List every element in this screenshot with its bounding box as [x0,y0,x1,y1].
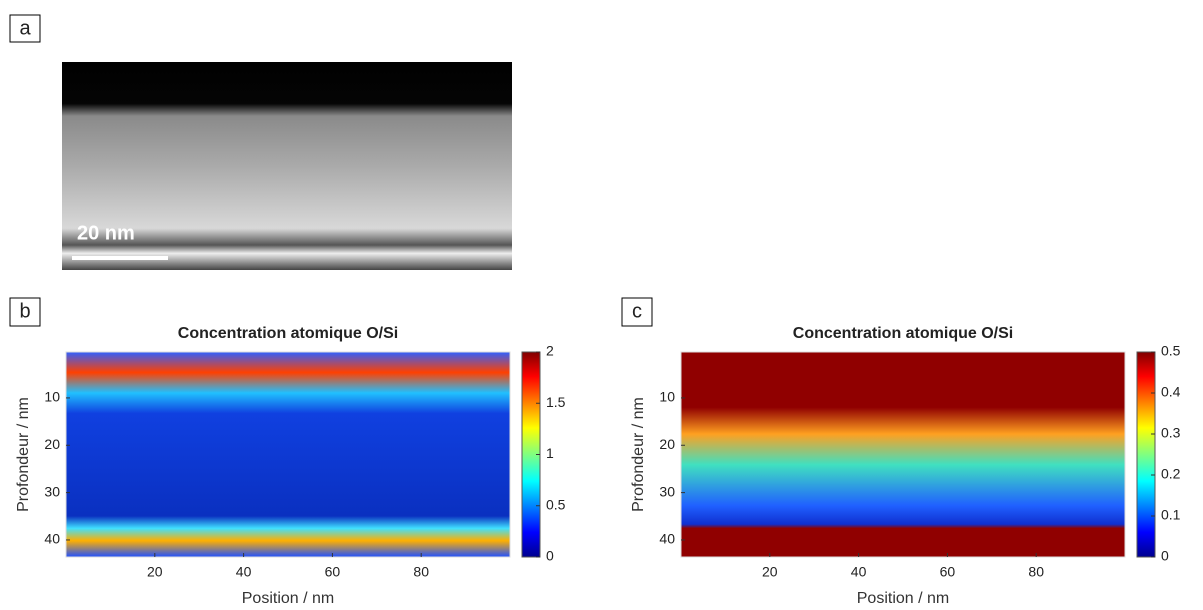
y-tick-label: 30 [44,483,60,499]
heatmap-image [66,352,510,557]
x-tick-label: 80 [1028,564,1044,580]
y-tick-label: 10 [659,389,675,405]
chart-title: Concentration atomique O/Si [793,325,1013,342]
y-tick-label: 40 [44,531,60,547]
colorbar-tick-label: 0.2 [1161,466,1181,482]
x-tick-label: 60 [325,564,341,580]
plot-frame [65,351,511,558]
panel-label: a [19,17,31,39]
colorbar-tick-label: 0 [546,548,554,564]
colorbar-tick-label: 1.5 [546,394,566,410]
colorbar-tick-label: 0.5 [546,496,566,512]
colorbar-tick-label: 0 [1161,548,1169,564]
scale-bar-label: 20 nm [77,222,135,244]
y-axis-label: Profondeur / nm [15,397,32,512]
x-tick-label: 80 [413,564,429,580]
panel-label-box [621,297,653,327]
panel-label: c [632,300,642,322]
heatmap-image [681,352,1125,557]
panel-label: b [19,300,30,322]
y-axis-label: Profondeur / nm [630,397,647,512]
tem-image [62,62,512,270]
x-axis-label: Position / nm [242,590,334,607]
colorbar-tick-label: 2 [546,343,554,359]
x-tick-label: 40 [851,564,867,580]
y-tick-label: 20 [659,436,675,452]
colorbar-tick-label: 0.1 [1161,507,1181,523]
x-axis-label: Position / nm [857,590,949,607]
x-tick-label: 20 [762,564,778,580]
colorbar-tick-label: 0.4 [1161,384,1181,400]
panel-label-box [9,297,41,327]
colorbar-tick-label: 0.3 [1161,425,1181,441]
chart-title: Concentration atomique O/Si [178,325,398,342]
plot-frame [680,351,1126,558]
panel-label-box [9,14,41,43]
colorbar-tick-label: 1 [546,445,554,461]
y-tick-label: 10 [44,389,60,405]
x-tick-label: 20 [147,564,163,580]
panel-a: a 20 nm [9,14,512,270]
x-tick-label: 40 [236,564,252,580]
y-tick-label: 30 [659,483,675,499]
y-tick-label: 40 [659,531,675,547]
x-tick-label: 60 [940,564,956,580]
y-tick-label: 20 [44,436,60,452]
colorbar [1136,351,1156,558]
colorbar-tick-label: 0.5 [1161,343,1181,359]
